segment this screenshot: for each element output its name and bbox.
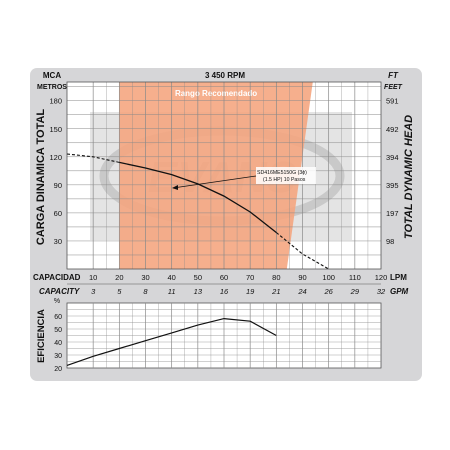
efficiency-tick-labels: 60 50 40 30 20	[54, 314, 62, 373]
gpm-tick-label: 3	[91, 287, 96, 296]
head-tick-right: 395	[386, 181, 399, 190]
efficiency-curve	[66, 317, 277, 366]
head-tick-left: 60	[54, 209, 62, 218]
gpm-tick-label: 21	[271, 287, 280, 296]
head-tick-right: 98	[386, 237, 394, 246]
gpm-tick-label: 32	[377, 287, 386, 296]
head-curve-solid	[119, 161, 277, 234]
rpm-label: 3 450 RPM	[205, 71, 245, 80]
gpm-tick-label: 16	[220, 287, 229, 296]
head-tick-right: 197	[386, 209, 399, 218]
gpm-tick-label: 8	[143, 287, 148, 296]
gpm-tick-label: 11	[168, 287, 176, 296]
capacity-axis-rows: 10 20 30 40 50 60 70 80 90 100 110 120 3 5 8 11 13 16 19 21…	[67, 273, 387, 296]
capacity-gpm-label: CAPACITY	[39, 287, 80, 296]
lpm-tick-label: 60	[220, 273, 228, 282]
lpm-tick-label: 70	[246, 273, 254, 282]
head-tick-right: 591	[386, 97, 399, 106]
gpm-tick-label: 5	[117, 287, 122, 296]
lpm-tick-label: 110	[349, 273, 361, 282]
lpm-tick-label: 90	[298, 273, 306, 282]
series-label-line2: (1.5 HP) 10 Pasos	[263, 177, 306, 183]
eff-tick-label: 20	[54, 366, 62, 373]
head-tick-left: 120	[49, 153, 62, 162]
efficiency-curve-group	[66, 317, 277, 366]
lpm-tick-label: 100	[322, 273, 335, 282]
head-tick-right: 492	[386, 125, 399, 134]
gpm-tick-label: 24	[297, 287, 306, 296]
head-ylabel-right: TOTAL DYNAMIC HEAD	[403, 115, 415, 239]
head-ylabel-left: CARGA DINAMICA TOTAL	[35, 109, 47, 246]
lpm-tick-label: 20	[115, 273, 123, 282]
gpm-tick-label: 26	[323, 287, 333, 296]
eff-tick-label: 30	[54, 353, 62, 360]
capacity-lpm-label: CAPACIDAD	[33, 273, 81, 282]
efficiency-unit-label: %	[54, 298, 60, 305]
lpm-tick-label: 30	[141, 273, 149, 282]
head-curve-group	[66, 153, 329, 270]
right-unit-label: FT	[388, 71, 399, 80]
lpm-tick-label: 40	[167, 273, 175, 282]
capacity-gpm-unit: GPM	[390, 287, 409, 296]
series-label-arrowhead	[172, 185, 178, 190]
head-curve-right-dashed	[275, 232, 329, 270]
left-unit-sublabel: METROS	[37, 84, 67, 91]
series-label-line1: SD416ME5150G (3ɸ)	[257, 170, 307, 176]
gpm-tick-label: 19	[246, 287, 255, 296]
head-plot-border	[66, 81, 382, 270]
capacity-lpm-unit: LPM	[390, 273, 407, 282]
recommended-range-label: Rango Recomendado	[175, 89, 257, 98]
head-gridlines	[67, 82, 381, 269]
lpm-tick-label: 80	[272, 273, 280, 282]
head-tick-right: 394	[386, 153, 399, 162]
series-label-box	[256, 167, 316, 184]
series-label-leader	[172, 175, 257, 189]
efficiency-ylabel: EFICIENCIA	[36, 309, 47, 363]
eff-tick-label: 50	[54, 327, 62, 334]
lpm-tick-label: 10	[89, 273, 97, 282]
lpm-tick-label: 50	[194, 273, 202, 282]
head-tick-left: 90	[54, 181, 62, 190]
head-tick-labels: 180 150 120 90 60 30 591 492 394 395 197 98	[49, 97, 398, 246]
eff-tick-label: 40	[54, 340, 62, 347]
head-tick-left: 30	[54, 237, 62, 246]
lpm-tick-label: 120	[375, 273, 388, 282]
gpm-tick-label: 29	[350, 287, 360, 296]
gpm-tick-label: 13	[194, 287, 203, 296]
head-tick-left: 150	[49, 125, 62, 134]
left-unit-label: MCA	[43, 71, 61, 80]
head-curve-left-dashed	[66, 153, 120, 163]
eff-tick-label: 60	[54, 314, 62, 321]
head-tick-left: 180	[49, 97, 62, 106]
right-unit-sublabel: FEET	[384, 84, 403, 91]
